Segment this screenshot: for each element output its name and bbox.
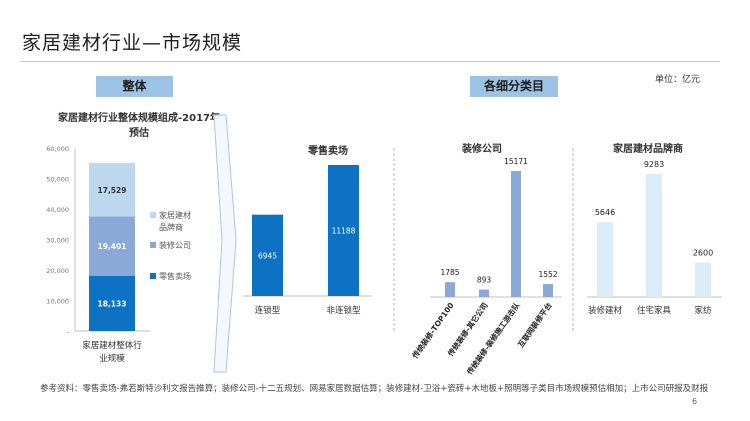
category-label: 传统装修-装修施工游击队 (464, 300, 522, 377)
data-label: 1552 (538, 270, 557, 279)
legend-swatch (150, 273, 156, 279)
data-label: 19,401 (98, 242, 127, 251)
data-label: 2600 (693, 249, 713, 258)
legend-label: 装修公司 (159, 240, 191, 250)
legend-swatch (150, 212, 156, 218)
page-number: 6 (692, 397, 698, 406)
bar (252, 214, 283, 296)
data-label: 6945 (258, 251, 277, 260)
bar (511, 171, 521, 297)
section-label-subcategories: 各细分类目 (470, 76, 558, 97)
category-label: 家居建材整体行 (82, 340, 142, 351)
stacked-bar-segment (89, 216, 135, 276)
legend-label: 家居建材 (159, 210, 191, 220)
bar (695, 262, 711, 297)
bar (646, 174, 662, 297)
bar (445, 282, 455, 297)
stacked-bar-segment (89, 163, 135, 217)
data-label: 9283 (644, 160, 664, 169)
legend-label: 品牌商 (159, 222, 183, 232)
stacked-bar-segment (89, 275, 135, 331)
data-label: 17,529 (98, 186, 127, 195)
y-tick-label: 60,000 (46, 145, 69, 153)
legend-label: 零售卖场 (159, 271, 191, 281)
y-tick-label: 10,000 (46, 298, 69, 306)
category-label: 装修建材 (588, 305, 623, 316)
data-label: 18,133 (98, 299, 127, 308)
legend-swatch (150, 242, 156, 248)
page-title: 家居建材行业—市场规模 (22, 32, 243, 54)
category-label: 非连锁型 (326, 305, 361, 316)
bar (479, 289, 489, 297)
category-label: 业规模 (99, 353, 125, 364)
chart-title-overall: 家居建材行业整体规模组成-2017年预估 (58, 113, 220, 139)
chart-title-retail: 零售卖场 (308, 146, 348, 157)
category-label: 家纺 (694, 305, 712, 316)
unit-label: 单位：亿元 (655, 75, 701, 85)
category-label: 连锁型 (255, 305, 281, 316)
y-tick-label: 40,000 (46, 206, 69, 214)
source-note: 参考资料：零售卖场-弗若斯特沙利文报告推算；装修公司-十二五规划、网易家居数据估… (40, 384, 709, 394)
y-tick-label: - (67, 328, 70, 336)
data-label: 11188 (332, 227, 356, 236)
data-label: 15171 (504, 157, 528, 166)
y-tick-label: 30,000 (46, 237, 69, 245)
category-label: 互联网装修平台 (515, 300, 554, 349)
data-label: 893 (477, 276, 492, 285)
chart-title-brand: 家居建材品牌商 (613, 144, 683, 155)
bar (328, 165, 359, 296)
bar (543, 284, 553, 297)
title-divider (20, 61, 720, 62)
y-tick-label: 20,000 (46, 267, 69, 275)
y-tick-label: 50,000 (46, 176, 69, 184)
section-label-overall: 整体 (96, 76, 173, 97)
data-label: 1785 (440, 268, 459, 277)
data-label: 5646 (595, 208, 615, 217)
flow-arrow-icon (213, 114, 237, 373)
chart-title-decoration: 装修公司 (462, 144, 502, 155)
bar (597, 222, 613, 297)
category-label: 住宅家具 (637, 305, 672, 316)
